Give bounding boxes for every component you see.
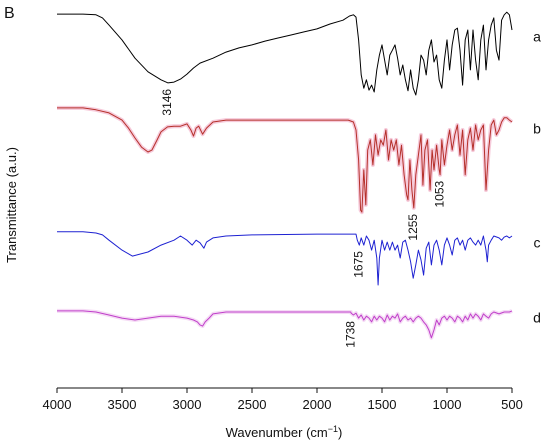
series-d-line: [57, 310, 513, 339]
x-tick-label: 3000: [173, 397, 202, 412]
peak-annotation: 3146: [160, 89, 174, 116]
x-tick-label: 3500: [108, 397, 137, 412]
peak-annotation: 1053: [432, 180, 446, 207]
spectra-traces: [57, 11, 514, 340]
peak-annotation: 1738: [343, 321, 357, 348]
peak-annotation: 1255: [406, 214, 420, 241]
peak-annotations: 3146 1053 1255 1675 1738: [160, 89, 446, 348]
series-b-line: [57, 107, 513, 213]
series-c-line: [57, 231, 513, 286]
series-label-a: a: [533, 29, 541, 45]
series-label-d: d: [533, 310, 541, 326]
panel-label: B: [4, 5, 15, 22]
x-tick-label: 1500: [368, 397, 397, 412]
x-tick-label: 4000: [43, 397, 72, 412]
series-d-halo: [57, 308, 513, 340]
series-label-c: c: [534, 235, 541, 251]
series-a-line: [57, 11, 513, 96]
x-tick-label: 2000: [303, 397, 332, 412]
series-label-b: b: [533, 121, 541, 137]
x-axis-label: Wavenumber (cm−1): [226, 424, 343, 440]
series-labels: a b c d: [533, 29, 541, 326]
peak-annotation: 1675: [351, 251, 365, 278]
x-tick-label: 500: [501, 397, 523, 412]
x-tick-label: 1000: [433, 397, 462, 412]
y-axis-label: Transmittance (a.u.): [4, 147, 19, 263]
x-axis: 4000 3500 3000 2500 2000 1500 1000 500: [43, 387, 523, 412]
x-tick-label: 2500: [238, 397, 267, 412]
